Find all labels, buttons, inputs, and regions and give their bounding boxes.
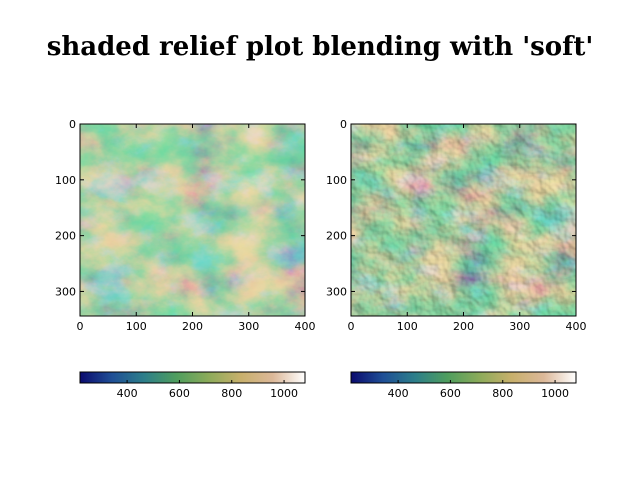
x-tick-label-right: 400 bbox=[566, 320, 587, 333]
x-tick-label-left: 400 bbox=[295, 320, 316, 333]
colorbar-left bbox=[79, 371, 306, 384]
x-tick-label-left: 0 bbox=[77, 320, 84, 333]
y-tick-label-right: 300 bbox=[326, 285, 347, 298]
relief-image-left bbox=[80, 124, 305, 316]
y-tick-label-right: 0 bbox=[340, 118, 347, 131]
x-tick-label-left: 200 bbox=[182, 320, 203, 333]
colorbar-tick-label-left: 800 bbox=[221, 387, 242, 400]
relief-image-right bbox=[351, 124, 576, 316]
y-tick-label-left: 200 bbox=[55, 230, 76, 243]
colorbar-tick-label-left: 1000 bbox=[270, 387, 298, 400]
x-tick-label-right: 300 bbox=[509, 320, 530, 333]
y-tick-label-left: 300 bbox=[55, 285, 76, 298]
y-tick-label-right: 200 bbox=[326, 230, 347, 243]
x-tick-label-right: 100 bbox=[397, 320, 418, 333]
y-tick-label-left: 0 bbox=[69, 118, 76, 131]
x-tick-label-right: 200 bbox=[453, 320, 474, 333]
y-tick-label-left: 100 bbox=[55, 174, 76, 187]
colorbar-tick-label-left: 600 bbox=[169, 387, 190, 400]
x-tick-label-left: 300 bbox=[238, 320, 259, 333]
x-tick-label-right: 0 bbox=[348, 320, 355, 333]
colorbar-tick-label-left: 400 bbox=[117, 387, 138, 400]
colorbar-tick-label-right: 1000 bbox=[541, 387, 569, 400]
chart-title: shaded relief plot blending with 'soft' bbox=[46, 32, 594, 62]
colorbar-tick-label-right: 600 bbox=[440, 387, 461, 400]
colorbar-tick-label-right: 800 bbox=[492, 387, 513, 400]
colorbar-tick-label-right: 400 bbox=[388, 387, 409, 400]
colorbar-right bbox=[350, 371, 577, 384]
x-tick-label-left: 100 bbox=[126, 320, 147, 333]
y-tick-label-right: 100 bbox=[326, 174, 347, 187]
